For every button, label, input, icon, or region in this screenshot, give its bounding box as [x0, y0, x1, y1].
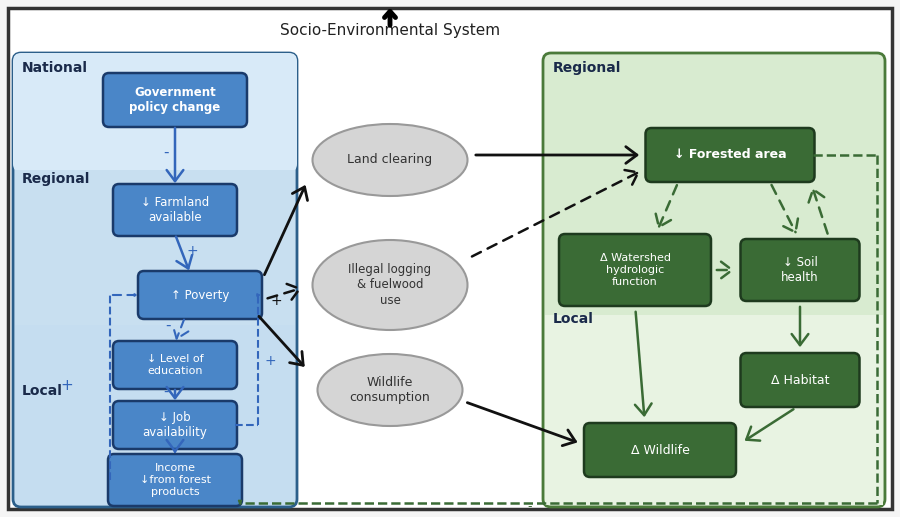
- FancyBboxPatch shape: [543, 53, 885, 507]
- Text: Δ Habitat: Δ Habitat: [770, 373, 829, 387]
- Text: Δ Watershed
hydrologic
function: Δ Watershed hydrologic function: [599, 253, 670, 286]
- FancyBboxPatch shape: [8, 8, 892, 509]
- Text: Land clearing: Land clearing: [347, 154, 433, 166]
- FancyBboxPatch shape: [741, 353, 860, 407]
- Text: ↓ Soil
health: ↓ Soil health: [781, 256, 819, 284]
- Text: +: +: [186, 244, 198, 258]
- FancyBboxPatch shape: [13, 53, 297, 507]
- Ellipse shape: [318, 354, 463, 426]
- FancyBboxPatch shape: [113, 341, 237, 389]
- FancyBboxPatch shape: [113, 184, 237, 236]
- Text: -: -: [163, 384, 168, 399]
- FancyBboxPatch shape: [645, 128, 814, 182]
- Ellipse shape: [312, 124, 467, 196]
- Text: -: -: [527, 500, 532, 513]
- Text: Local: Local: [553, 312, 594, 326]
- Ellipse shape: [312, 240, 467, 330]
- Text: National: National: [22, 61, 88, 75]
- FancyBboxPatch shape: [15, 170, 295, 325]
- Text: Local: Local: [22, 384, 63, 398]
- Text: ↓ Forested area: ↓ Forested area: [674, 148, 787, 161]
- Text: ↑ Poverty: ↑ Poverty: [171, 288, 230, 301]
- Text: Regional: Regional: [553, 61, 621, 75]
- FancyBboxPatch shape: [545, 315, 883, 505]
- Text: +: +: [265, 354, 276, 368]
- Text: +: +: [60, 378, 73, 393]
- Text: ↓ Job
availability: ↓ Job availability: [142, 411, 207, 439]
- Text: Regional: Regional: [22, 172, 90, 186]
- FancyBboxPatch shape: [741, 239, 860, 301]
- Text: -: -: [165, 318, 170, 333]
- FancyBboxPatch shape: [13, 53, 297, 172]
- Text: Wildlife
consumption: Wildlife consumption: [349, 376, 430, 404]
- FancyBboxPatch shape: [108, 454, 242, 506]
- Text: ↓ Level of
education: ↓ Level of education: [147, 354, 203, 376]
- FancyBboxPatch shape: [559, 234, 711, 306]
- FancyBboxPatch shape: [584, 423, 736, 477]
- Text: Income
↓from forest
products: Income ↓from forest products: [140, 463, 211, 497]
- Text: Socio-Environmental System: Socio-Environmental System: [280, 23, 500, 38]
- Text: Δ Wildlife: Δ Wildlife: [631, 444, 689, 457]
- Text: -: -: [163, 145, 168, 160]
- Text: +: +: [270, 294, 282, 308]
- Text: ↓ Farmland
available: ↓ Farmland available: [141, 196, 209, 224]
- Text: Government
policy change: Government policy change: [130, 86, 220, 114]
- FancyBboxPatch shape: [138, 271, 262, 319]
- FancyBboxPatch shape: [103, 73, 247, 127]
- Text: Illegal logging
& fuelwood
use: Illegal logging & fuelwood use: [348, 264, 432, 307]
- FancyBboxPatch shape: [113, 401, 237, 449]
